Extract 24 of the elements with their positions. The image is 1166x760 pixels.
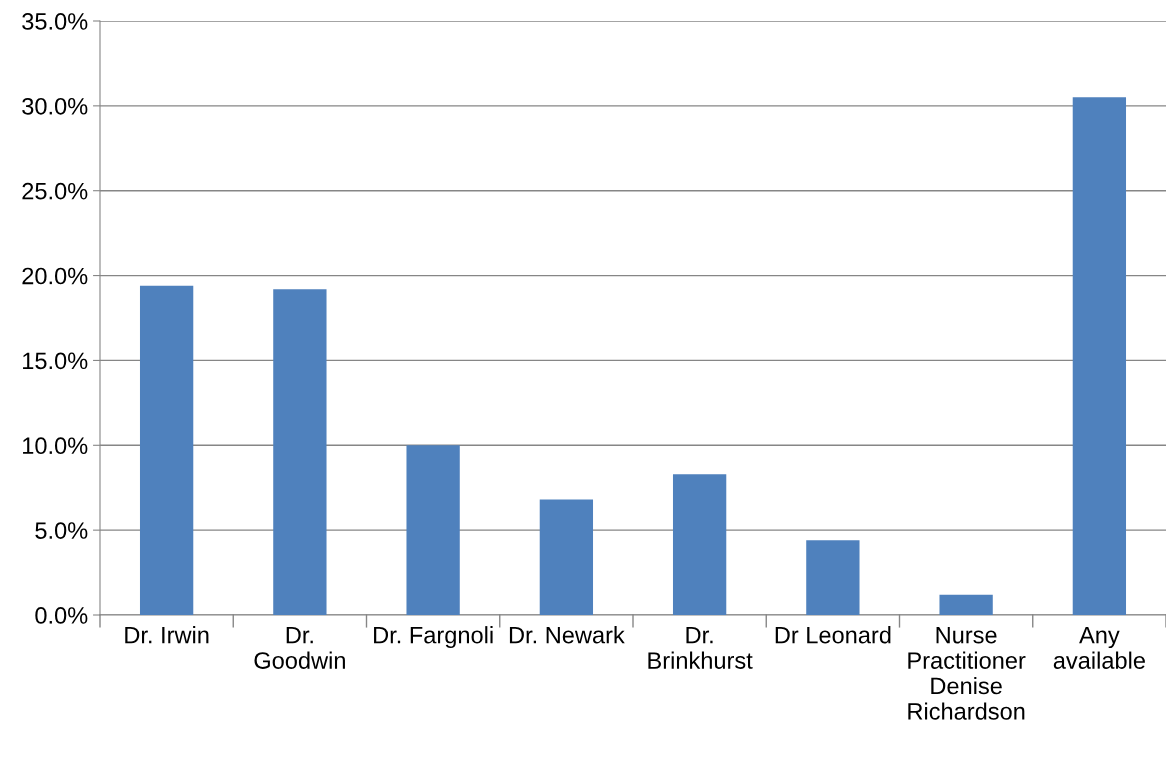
y-tick-label: 35.0% (22, 13, 88, 30)
y-tick-label: 15.0% (23, 352, 88, 370)
bar (1072, 97, 1127, 615)
x-tick-label: Dr. Brinkhurst (648, 626, 753, 669)
x-tick-label: Dr. Irwin (125, 626, 209, 644)
y-tick-label: 30.0% (22, 97, 88, 115)
y-tick-label: 25.0% (22, 182, 88, 200)
x-tick-label: Nurse Practitioner Denise Richardson (908, 626, 1026, 720)
bar (539, 499, 594, 615)
bar (939, 594, 993, 615)
bar (273, 289, 327, 615)
x-tick-label: Any available (1053, 626, 1145, 669)
y-tick-label: 10.0% (23, 437, 88, 455)
x-tick-label: Dr. Fargnoli (374, 626, 493, 649)
y-tick-label: 5.0% (35, 522, 88, 539)
bar (139, 285, 194, 615)
y-tick-label: 0.0% (35, 607, 88, 624)
x-tick-label: Dr. Goodwin (254, 626, 345, 669)
x-tick-label: Dr Leonard (775, 626, 891, 644)
y-tick-label: 20.0% (22, 267, 88, 285)
bar (406, 445, 460, 615)
bar (672, 474, 727, 615)
x-tick-label: Dr. Newark (509, 626, 625, 644)
bar (806, 540, 860, 615)
